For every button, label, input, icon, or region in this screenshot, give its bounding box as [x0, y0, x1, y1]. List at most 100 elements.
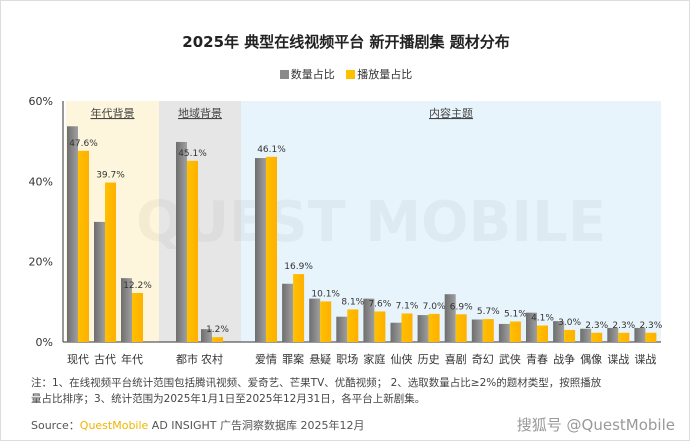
- bar-play: [645, 332, 657, 342]
- bar-count: [309, 298, 321, 342]
- bar-play: [212, 337, 223, 342]
- x-tick-label: 谍战: [607, 353, 629, 366]
- bar-play: [618, 332, 630, 342]
- data-label: 47.6%: [69, 139, 98, 149]
- y-tick-label: 20%: [29, 256, 53, 269]
- bar-count: [580, 328, 592, 342]
- data-label: 10.1%: [311, 289, 340, 299]
- bar-count: [121, 278, 132, 342]
- x-tick-label: 偶像: [580, 353, 602, 366]
- bar-count: [498, 323, 510, 342]
- data-label: 5.7%: [477, 307, 500, 317]
- x-tick-label: 奇幻: [472, 353, 494, 366]
- bar-play: [455, 314, 467, 342]
- group-label: 年代背景: [91, 106, 135, 120]
- legend-item-play: 播放量占比: [346, 66, 412, 82]
- legend-label: 数量占比: [290, 68, 335, 81]
- legend-item-count: 数量占比: [279, 66, 335, 82]
- bar-count: [94, 221, 105, 342]
- data-label: 2.3%: [639, 321, 662, 331]
- y-tick-label: 60%: [29, 95, 53, 108]
- group-label: 内容主题: [429, 106, 473, 120]
- x-tick-label: 青春: [526, 353, 548, 366]
- footnote: 注：1、在线视频平台统计范围包括腾讯视频、爱奇艺、芒果TV、优酷视频； 2、选取…: [31, 375, 671, 407]
- data-label: 1.2%: [206, 325, 229, 335]
- data-label: 39.7%: [96, 171, 125, 181]
- bar-count: [176, 141, 187, 342]
- bar-play: [537, 325, 548, 342]
- source-prefix: Source：: [31, 419, 80, 432]
- bar-count: [282, 283, 294, 342]
- data-label: 2.3%: [612, 321, 635, 331]
- bar-count: [67, 126, 78, 343]
- x-tick-label: 古代: [94, 353, 116, 366]
- data-label: 46.1%: [257, 145, 286, 155]
- bar-play: [482, 319, 494, 342]
- footnote-line: 量占比排序；3、统计范围为2025年1月1日至2025年12月31日，各平台上新…: [31, 393, 426, 405]
- source: Source：QuestMobile AD INSIGHT 广告洞察数据库 20…: [31, 417, 365, 433]
- bar-play: [132, 292, 143, 342]
- bar-play: [105, 182, 116, 342]
- bar-count: [444, 294, 456, 342]
- data-label: 4.1%: [531, 314, 554, 324]
- x-tick-label: 武侠: [499, 353, 521, 366]
- bar-play: [320, 301, 332, 342]
- legend-label: 播放量占比: [357, 68, 413, 81]
- bar-play: [509, 321, 521, 342]
- x-tick-label: 年代: [121, 352, 143, 366]
- bar-count: [553, 321, 565, 342]
- bar-count: [390, 322, 402, 342]
- data-label: 5.1%: [504, 310, 527, 320]
- source-text: AD INSIGHT 广告洞察数据库 2025年12月: [148, 419, 365, 432]
- x-tick-label: 谍战: [634, 353, 656, 366]
- x-tick-label: 家庭: [363, 352, 385, 366]
- x-tick-label: 历史: [418, 353, 440, 366]
- chart-title: 2025年 典型在线视频平台 新开播剧集 题材分布: [182, 33, 510, 51]
- bar-count: [417, 315, 429, 342]
- bar-count: [255, 158, 266, 342]
- y-tick-label: 0%: [36, 336, 53, 349]
- x-tick-label: 职场: [336, 352, 358, 366]
- legend-swatch: [346, 69, 356, 79]
- bar-count: [201, 329, 212, 342]
- x-tick-label: 仙侠: [391, 353, 413, 366]
- x-tick-label: 现代: [67, 353, 89, 366]
- watermark: 搜狐号 @QuestMobile: [516, 416, 675, 434]
- bar-count: [363, 298, 375, 342]
- x-tick-label: 爱情: [255, 353, 277, 366]
- background-watermark: QUEST MOBILE: [136, 190, 606, 255]
- data-label: 7.0%: [423, 302, 446, 312]
- data-label: 7.6%: [368, 299, 391, 309]
- data-label: 12.2%: [123, 281, 152, 291]
- x-tick-label: 罪案: [282, 352, 304, 366]
- data-label: 6.9%: [450, 302, 473, 312]
- x-tick-label: 战争: [553, 352, 575, 366]
- bar-play: [374, 311, 386, 342]
- data-label: 16.9%: [284, 262, 313, 272]
- bar-count: [471, 319, 483, 342]
- bar-play: [78, 150, 89, 342]
- bar-count: [634, 327, 646, 342]
- bar-count: [526, 312, 537, 342]
- bar-play: [564, 329, 576, 342]
- bar-play: [591, 332, 603, 342]
- data-label: 8.1%: [341, 297, 364, 307]
- bar-play: [347, 309, 359, 342]
- source-brand: QuestMobile: [79, 419, 149, 432]
- data-label: 45.1%: [178, 149, 207, 159]
- bar-play: [401, 313, 413, 342]
- group-label: 地域背景: [178, 106, 222, 120]
- bar-play: [428, 313, 440, 342]
- bar-count: [336, 316, 348, 342]
- data-label: 2.3%: [585, 321, 608, 331]
- y-tick-label: 40%: [29, 175, 53, 188]
- legend: 数量占比 播放量占比: [1, 66, 689, 82]
- x-tick-label: 农村: [201, 352, 223, 366]
- bar-play: [293, 274, 305, 342]
- bar-play: [187, 160, 198, 342]
- bar-count: [607, 327, 619, 342]
- legend-swatch: [279, 69, 289, 79]
- x-tick-label: 都市: [176, 352, 198, 366]
- data-label: 7.1%: [396, 301, 419, 311]
